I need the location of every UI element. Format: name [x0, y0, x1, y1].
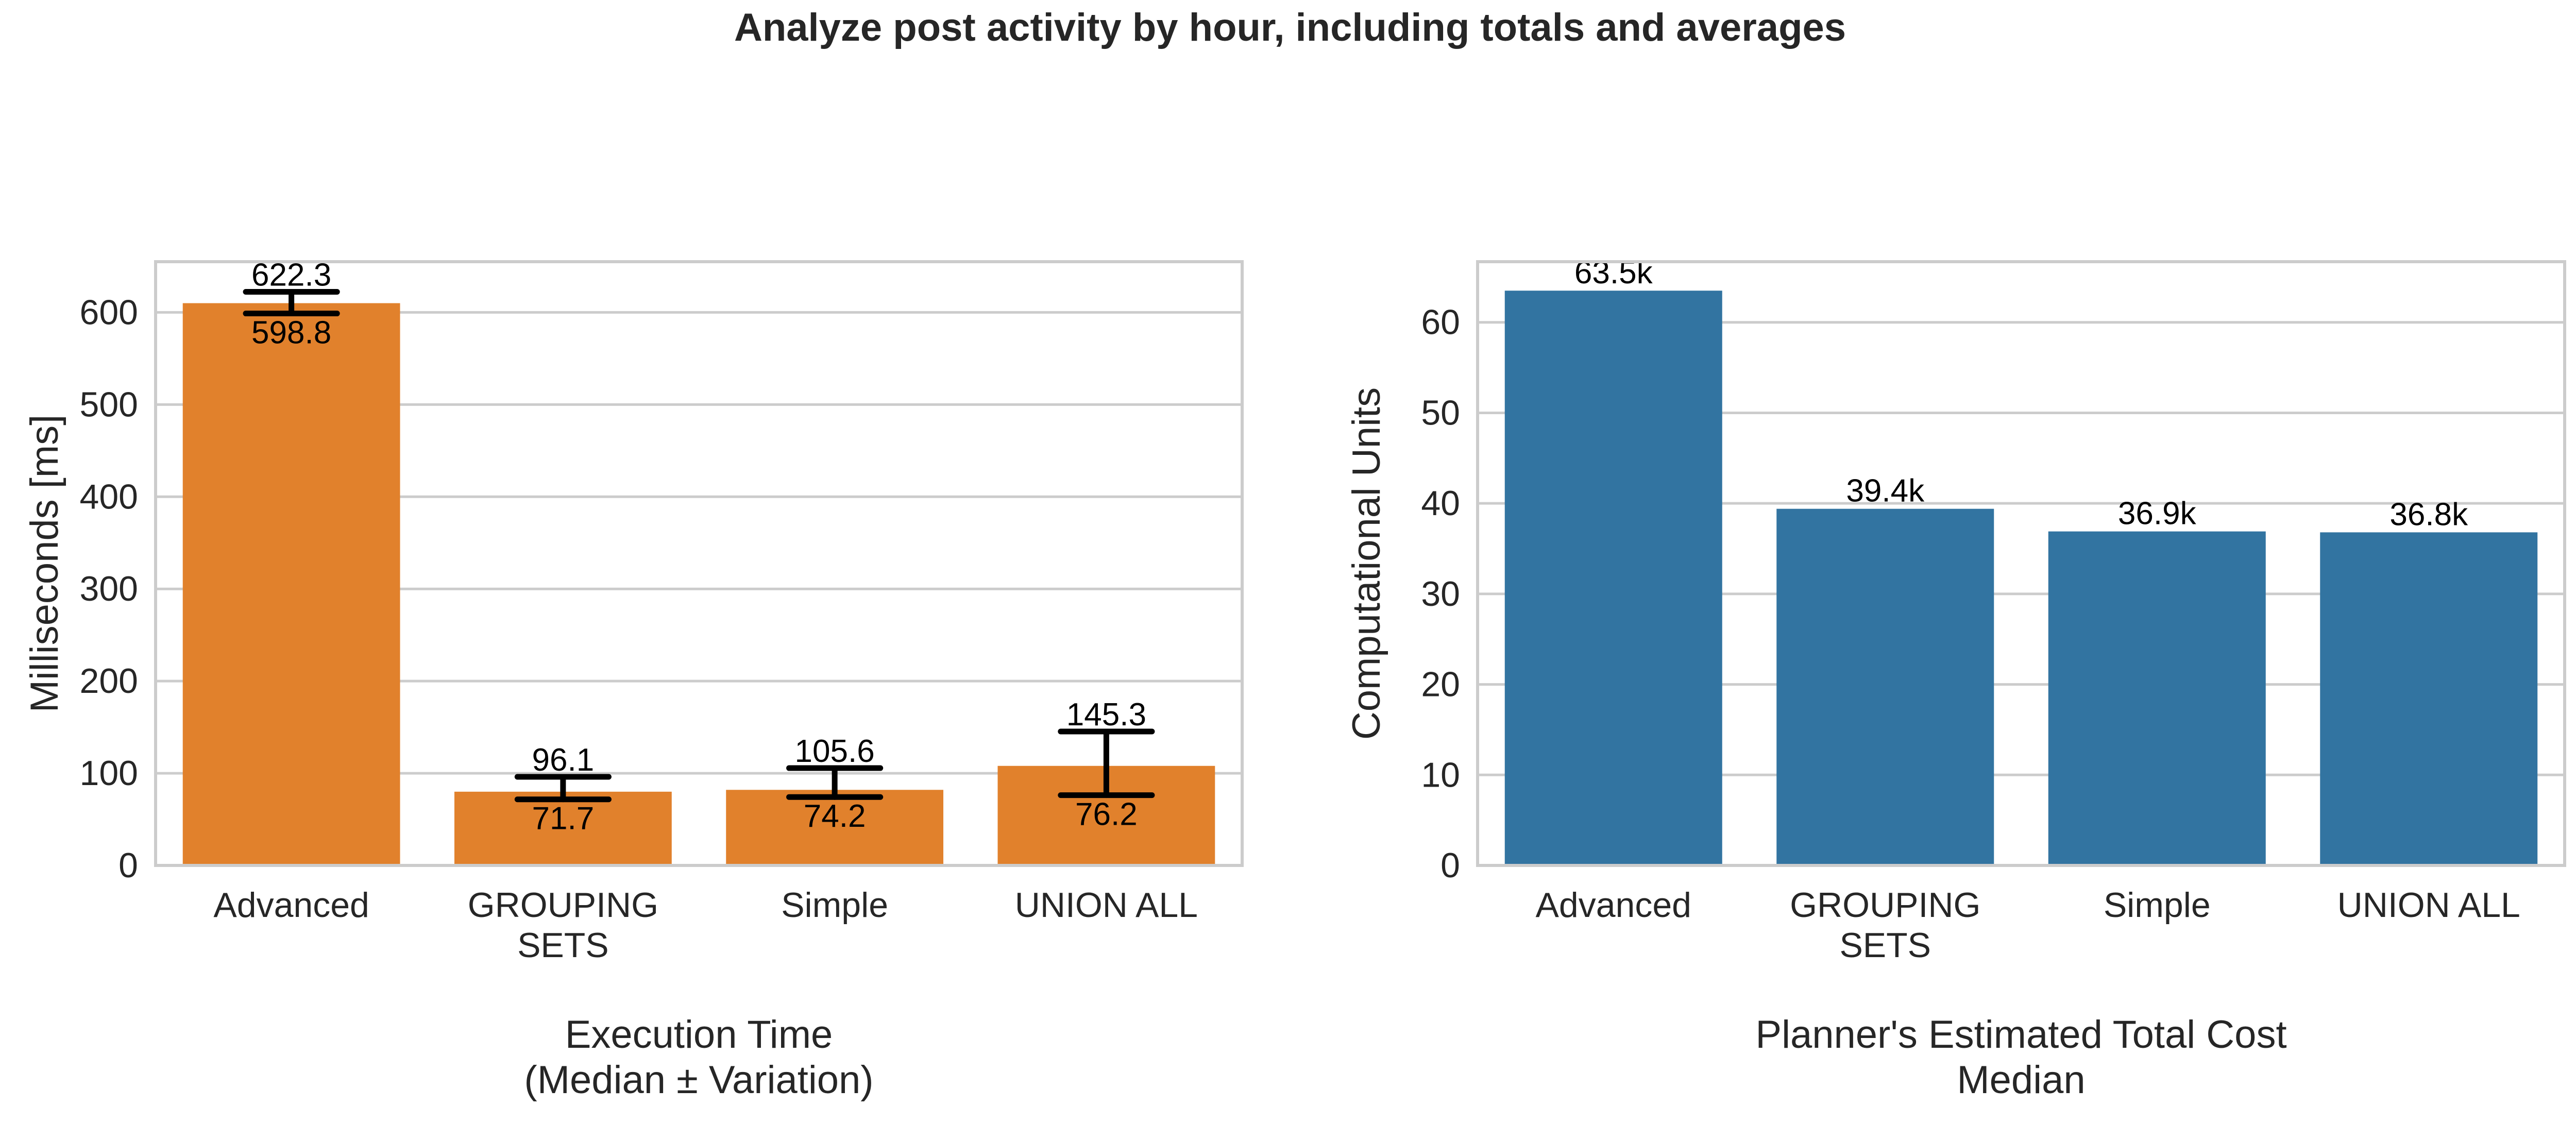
- data-label-high: 105.6: [795, 734, 875, 769]
- y-axis-label: Computational Units: [1345, 387, 1388, 740]
- data-label-high: 622.3: [251, 258, 331, 293]
- data-label: 36.9k: [2118, 496, 2197, 532]
- plot-frame: [154, 260, 1244, 867]
- data-label-high: 145.3: [1066, 697, 1146, 733]
- data-label-low: 76.2: [1075, 797, 1138, 832]
- x-tick-label: Simple: [781, 886, 888, 925]
- x-tick-label: SETS: [1839, 926, 1931, 965]
- bar-union-all: [2320, 532, 2538, 865]
- y-tick-label: 500: [80, 385, 138, 424]
- execution-time-panel: 0 100 200 300 400 500 600 Milliseconds [ms] Adva…: [23, 258, 1244, 1102]
- y-axis-label: Milliseconds [ms]: [23, 415, 66, 713]
- y-tick-label: 20: [1421, 665, 1460, 704]
- data-label-high: 96.1: [532, 742, 595, 778]
- x-axis-title: (Median ± Variation): [524, 1058, 873, 1102]
- x-tick-label: UNION ALL: [1015, 886, 1198, 925]
- y-tick-label: 50: [1421, 393, 1460, 432]
- x-axis-title: Execution Time: [565, 1013, 833, 1057]
- x-tick-label: Advanced: [1536, 886, 1691, 925]
- plot-frame: [1476, 260, 2566, 867]
- y-tick-label: 40: [1421, 484, 1460, 523]
- y-tick-label: 100: [80, 754, 138, 793]
- x-tick-label: Simple: [2104, 886, 2211, 925]
- x-tick-label: GROUPING: [1790, 886, 1980, 925]
- x-tick-label: GROUPING: [468, 886, 658, 925]
- data-label: 39.4k: [1846, 473, 1925, 509]
- data-label-low: 71.7: [532, 801, 595, 837]
- y-tick-label: 600: [80, 293, 138, 332]
- x-tick-label: Advanced: [213, 886, 369, 925]
- x-axis-title: Planner's Estimated Total Cost: [1755, 1013, 2286, 1057]
- data-label-low: 74.2: [804, 798, 866, 834]
- bar-simple: [726, 790, 944, 865]
- bar-grouping-sets: [454, 791, 672, 865]
- bar-grouping-sets: [1776, 508, 1994, 865]
- bar-simple: [2048, 531, 2266, 865]
- bar-advanced: [182, 303, 400, 866]
- y-tick-label: 0: [118, 846, 138, 885]
- x-tick-label: UNION ALL: [2337, 886, 2520, 925]
- chart-suptitle: Analyze post activity by hour, including…: [734, 6, 1846, 49]
- data-label: 36.8k: [2389, 497, 2468, 532]
- x-tick-label: SETS: [517, 926, 609, 965]
- y-tick-label: 60: [1421, 303, 1460, 342]
- y-tick-label: 30: [1421, 574, 1460, 614]
- y-tick-label: 0: [1440, 846, 1460, 885]
- data-label-low: 598.8: [251, 315, 331, 351]
- y-tick-label: 200: [80, 661, 138, 701]
- y-tick-label: 400: [80, 477, 138, 516]
- bar-advanced: [1504, 291, 1722, 865]
- y-tick-label: 10: [1421, 755, 1460, 794]
- x-axis-title: Median: [1957, 1058, 2085, 1102]
- planner-cost-panel: 0 10 20 30 40 50 60 Computational Units Advanced…: [1345, 255, 2566, 1102]
- y-tick-label: 300: [80, 569, 138, 608]
